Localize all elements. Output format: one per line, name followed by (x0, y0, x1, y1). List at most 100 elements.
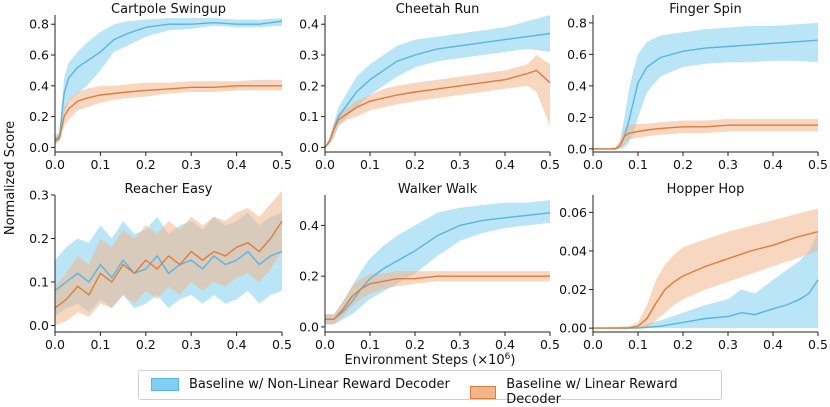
chart-title-cheetah-run: Cheetah Run (396, 2, 480, 17)
y-tick-label-finger-spin: 0.4 (567, 78, 587, 93)
y-tick-label-finger-spin: 0.0 (567, 141, 587, 156)
x-tick-label-finger-spin: 0.3 (718, 157, 738, 172)
x-tick-label-finger-spin: 0.5 (808, 157, 828, 172)
y-tick-label-cheetah-run: 0.2 (299, 78, 319, 93)
figure-xlabel: Environment Steps (×106) (345, 352, 516, 368)
x-tick-label-cheetah-run: 0.1 (360, 157, 380, 172)
band-nonlinear-cartpole-swingup (55, 18, 282, 145)
x-tick-label-walker-walk: 0.1 (360, 337, 380, 352)
line-nonlinear-walker-walk (325, 212, 551, 320)
x-tick-label-finger-spin: 0.4 (763, 157, 783, 172)
figure-ylabel: Normalized Score (3, 121, 18, 235)
y-tick-label-cartpole-swingup: 0.0 (29, 140, 49, 155)
chart-title-hopper-hop: Hopper Hop (667, 182, 745, 197)
y-tick-label-cartpole-swingup: 0.6 (29, 48, 49, 63)
x-tick-label-finger-spin: 0.1 (628, 157, 648, 172)
x-tick-label-cheetah-run: 0.4 (495, 157, 515, 172)
y-tick-label-cheetah-run: 0.1 (299, 109, 319, 124)
band-linear-hopper-hop (593, 208, 818, 329)
legend-label-nonlinear: Baseline w/ Non-Linear Reward Decoder (189, 377, 450, 392)
chart-hopper-hop: Hopper Hop 0.0 0.1 0.2 0.3 0.4 0.5 0.00 0.02 0.04… (559, 182, 828, 352)
figure-canvas: Normalized Score Environment Steps (×106… (3, 2, 828, 368)
y-tick-label-cartpole-swingup: 0.2 (29, 109, 49, 124)
band-nonlinear-hopper-hop (593, 231, 818, 329)
line-linear-hopper-hop (593, 231, 819, 329)
y-tick-label-cheetah-run: 0.0 (299, 140, 319, 155)
y-tick-label-walker-walk: 0.4 (299, 218, 319, 233)
x-tick-label-walker-walk: 0.2 (405, 337, 425, 352)
band-nonlinear-finger-spin (593, 22, 818, 149)
x-tick-label-cheetah-run: 0.5 (540, 157, 560, 172)
chart-reacher-easy: Reacher Easy 0.0 0.1 0.2 0.3 0.4 0.5 0.0 0.1 0.2 0… (29, 182, 292, 352)
x-tick-label-hopper-hop: 0.3 (718, 337, 738, 352)
y-tick-label-reacher-easy: 0.2 (29, 231, 49, 246)
x-tick-label-cartpole-swingup: 0.5 (272, 157, 292, 172)
band-linear-cartpole-swingup (55, 79, 282, 145)
chart-cartpole-swingup: Cartpole Swingup 0.0 0.1 0.2 0.3 0.4 0.5 0.0 0.2… (29, 2, 292, 172)
x-tick-label-walker-walk: 0.5 (540, 337, 560, 352)
y-tick-label-finger-spin: 0.8 (567, 15, 587, 30)
y-tick-label-cartpole-swingup: 0.4 (29, 78, 49, 93)
x-tick-label-cheetah-run: 0.0 (315, 157, 335, 172)
band-linear-reacher-easy (55, 190, 282, 326)
x-tick-label-cartpole-swingup: 0.1 (90, 157, 110, 172)
chart-finger-spin: Finger Spin 0.0 0.1 0.2 0.3 0.4 0.5 0.0 0.2 0.4 0.… (567, 2, 828, 172)
x-tick-label-cartpole-swingup: 0.4 (227, 157, 247, 172)
y-tick-label-cartpole-swingup: 0.8 (29, 17, 49, 32)
legend-item-linear: Baseline w/ Linear Reward Decoder (470, 377, 721, 407)
x-tick-label-hopper-hop: 0.2 (673, 337, 693, 352)
band-linear-cheetah-run (325, 55, 550, 148)
line-linear-finger-spin (593, 124, 818, 150)
legend: Baseline w/ Non-Linear Reward Decoder Ba… (138, 370, 722, 407)
x-tick-label-hopper-hop: 0.4 (763, 337, 783, 352)
y-tick-label-reacher-easy: 0.1 (29, 274, 49, 289)
x-tick-label-finger-spin: 0.0 (583, 157, 603, 172)
figure-xlabel-exponent: 6 (505, 352, 511, 362)
chart-title-reacher-easy: Reacher Easy (125, 182, 213, 197)
y-tick-label-hopper-hop: 0.04 (559, 243, 587, 258)
x-tick-label-hopper-hop: 0.5 (808, 337, 828, 352)
legend-swatch-linear (470, 385, 497, 399)
y-tick-label-hopper-hop: 0.02 (559, 282, 587, 297)
x-tick-label-walker-walk: 0.4 (495, 337, 515, 352)
y-tick-label-walker-walk: 0.2 (299, 269, 319, 284)
x-tick-label-cartpole-swingup: 0.0 (45, 157, 65, 172)
x-tick-label-cheetah-run: 0.2 (405, 157, 425, 172)
y-tick-label-cheetah-run: 0.4 (299, 17, 319, 32)
line-nonlinear-cartpole-swingup (54, 20, 283, 141)
legend-item-nonlinear: Baseline w/ Non-Linear Reward Decoder (151, 377, 450, 392)
band-linear-walker-walk (325, 271, 550, 325)
figure-xlabel-close: ) (510, 353, 515, 368)
y-tick-label-reacher-easy: 0.0 (29, 318, 49, 333)
y-tick-label-hopper-hop: 0.06 (559, 205, 587, 220)
band-linear-finger-spin (593, 118, 818, 149)
x-tick-label-finger-spin: 0.2 (673, 157, 693, 172)
y-tick-label-reacher-easy: 0.3 (29, 188, 49, 203)
x-tick-label-hopper-hop: 0.1 (628, 337, 648, 352)
chart-walker-walk: Walker Walk 0.0 0.1 0.2 0.3 0.4 0.5 0.0 0.2 0.4 (299, 182, 560, 352)
chart-cheetah-run: Cheetah Run 0.0 0.1 0.2 0.3 0.4 0.5 0.0 0.1 0.2 0.… (299, 2, 560, 172)
x-tick-label-reacher-easy: 0.4 (227, 337, 247, 352)
x-tick-label-reacher-easy: 0.5 (272, 337, 292, 352)
x-tick-label-reacher-easy: 0.1 (90, 337, 110, 352)
band-nonlinear-cheetah-run (325, 15, 550, 148)
line-linear-walker-walk (325, 275, 550, 320)
chart-title-walker-walk: Walker Walk (398, 182, 478, 197)
y-tick-label-finger-spin: 0.6 (567, 47, 587, 62)
chart-title-finger-spin: Finger Spin (669, 2, 741, 17)
line-nonlinear-reacher-easy (54, 250, 283, 292)
y-tick-label-walker-walk: 0.0 (299, 319, 319, 334)
x-tick-label-cartpole-swingup: 0.2 (136, 157, 156, 172)
x-tick-label-reacher-easy: 0.3 (181, 337, 201, 352)
x-tick-label-walker-walk: 0.0 (315, 337, 335, 352)
y-tick-label-finger-spin: 0.2 (567, 110, 587, 125)
x-tick-label-cheetah-run: 0.3 (450, 157, 470, 172)
x-tick-label-cartpole-swingup: 0.3 (181, 157, 201, 172)
x-tick-label-reacher-easy: 0.0 (45, 337, 65, 352)
line-linear-cheetah-run (324, 69, 551, 148)
x-tick-label-reacher-easy: 0.2 (136, 337, 156, 352)
line-nonlinear-hopper-hop (593, 279, 819, 329)
y-tick-label-cheetah-run: 0.3 (299, 48, 319, 63)
band-nonlinear-walker-walk (325, 200, 550, 325)
